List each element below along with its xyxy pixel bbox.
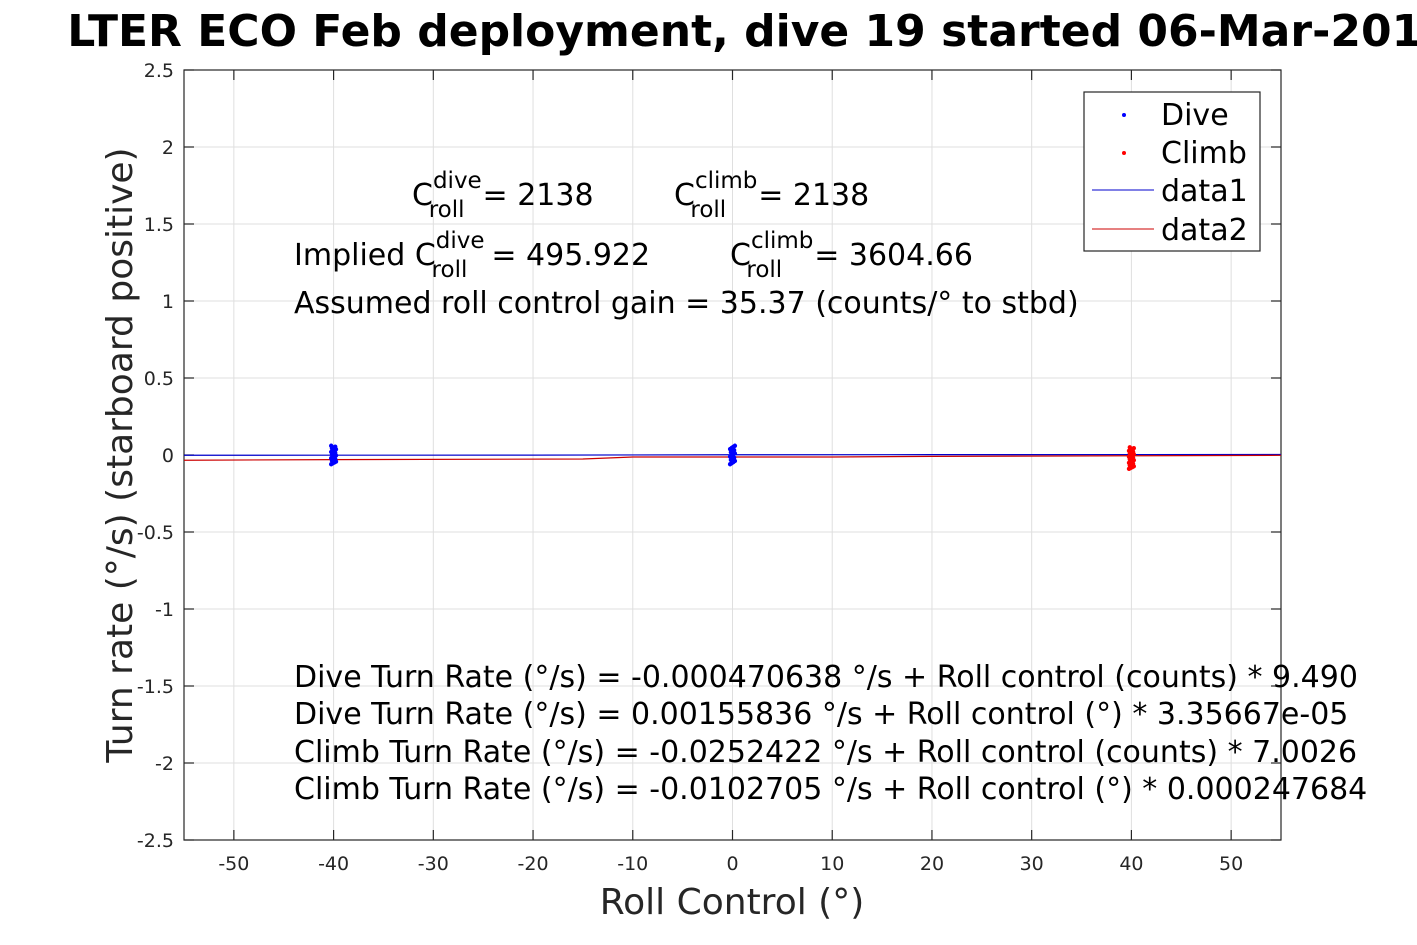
y-tick-label: -1.5 [137, 676, 174, 698]
legend-climb-marker [1122, 151, 1126, 155]
data-point-dive [732, 443, 738, 448]
legend-box [1083, 91, 1261, 252]
x-tick-label: 0 [726, 853, 738, 875]
x-tick-label: 10 [820, 853, 844, 875]
x-tick-label: 20 [920, 853, 944, 875]
data-points [328, 443, 1137, 472]
implied-climb-sup: climb [751, 228, 813, 254]
y-tick-label: 0.5 [144, 368, 174, 390]
gain-annotation: Assumed roll control gain = 35.37 (count… [294, 286, 1079, 321]
data-point-dive [328, 443, 334, 448]
x-axis-label: Roll Control (°) [600, 882, 865, 923]
x-tick-labels: -50 -40 -30 -20 -10 0 10 20 30 40 50 [218, 853, 1243, 875]
legend-data1-label: data1 [1161, 174, 1248, 209]
c-roll-annotation: Cdive roll = 2138 Cclimb roll = 2138 [412, 168, 869, 223]
x-tick-label: -40 [318, 853, 349, 875]
x-tick-label: -30 [418, 853, 449, 875]
data-point-climb [1131, 445, 1137, 451]
fit-line-climb-counts: Climb Turn Rate (°/s) = -0.0252422 °/s +… [294, 735, 1357, 770]
y-tick-label: 1.5 [144, 214, 174, 236]
y-tick-label: 0 [162, 445, 174, 467]
implied-climb-sub: roll [746, 257, 782, 283]
x-tick-label: -20 [518, 853, 549, 875]
c-roll-dive-sup: dive [433, 168, 482, 194]
implied-climb-base: C [730, 238, 751, 273]
y-tick-label: -0.5 [137, 522, 174, 544]
y-tick-label: 2.5 [144, 60, 174, 82]
y-tick-labels: 2.5 2 1.5 1 0.5 0 -0.5 -1 -1.5 -2 -2.5 [137, 60, 174, 852]
legend-data2-label: data2 [1161, 213, 1248, 248]
legend-dive-label: Dive [1161, 98, 1229, 133]
data-point-dive [332, 444, 338, 449]
implied-prefix: Implied C [294, 238, 436, 273]
legend: Dive Climb data1 data2 [1083, 91, 1261, 252]
c-roll-climb-base: C [674, 178, 695, 213]
c-roll-climb-value: = 2138 [758, 178, 869, 213]
c-roll-climb-sub: roll [690, 197, 726, 223]
y-tick-label: -2 [155, 753, 174, 775]
implied-c-roll-annotation: Implied Cdive roll = 495.922 Cclimb roll = 3… [294, 228, 973, 283]
data-point-climb [1127, 445, 1133, 450]
y-tick-label: 1 [162, 291, 174, 313]
c-roll-dive-base: C [412, 178, 433, 213]
axis-ticks [184, 69, 1281, 841]
y-tick-label: -1 [155, 599, 174, 621]
implied-dive-sub: roll [432, 257, 468, 283]
x-tick-label: 40 [1119, 853, 1143, 875]
chart-title: LTER ECO Feb deployment, dive 19 started… [67, 6, 1417, 57]
c-roll-climb-sup: climb [695, 168, 757, 194]
x-tick-label: 30 [1020, 853, 1044, 875]
x-tick-label: -50 [218, 853, 249, 875]
x-tick-label: -10 [617, 853, 648, 875]
legend-dive-marker [1122, 113, 1126, 117]
implied-dive-value: = 495.922 [491, 238, 650, 273]
c-roll-dive-sub: roll [429, 197, 465, 223]
y-axis-label: Turn rate (°/s) (starboard positive) [100, 147, 141, 763]
y-tick-label: -2.5 [137, 830, 174, 852]
fit-line-dive-counts: Dive Turn Rate (°/s) = -0.000470638 °/s … [294, 660, 1358, 695]
implied-dive-sup: dive [436, 228, 485, 254]
fit-line-climb-degrees: Climb Turn Rate (°/s) = -0.0102705 °/s +… [294, 772, 1367, 807]
x-tick-label: 50 [1219, 853, 1243, 875]
y-tick-label: 2 [162, 137, 174, 159]
legend-climb-label: Climb [1161, 136, 1247, 171]
fit-line-dive-degrees: Dive Turn Rate (°/s) = 0.00155836 °/s + … [294, 697, 1348, 732]
c-roll-dive-value: = 2138 [483, 178, 594, 213]
implied-climb-value: = 3604.66 [814, 238, 973, 273]
